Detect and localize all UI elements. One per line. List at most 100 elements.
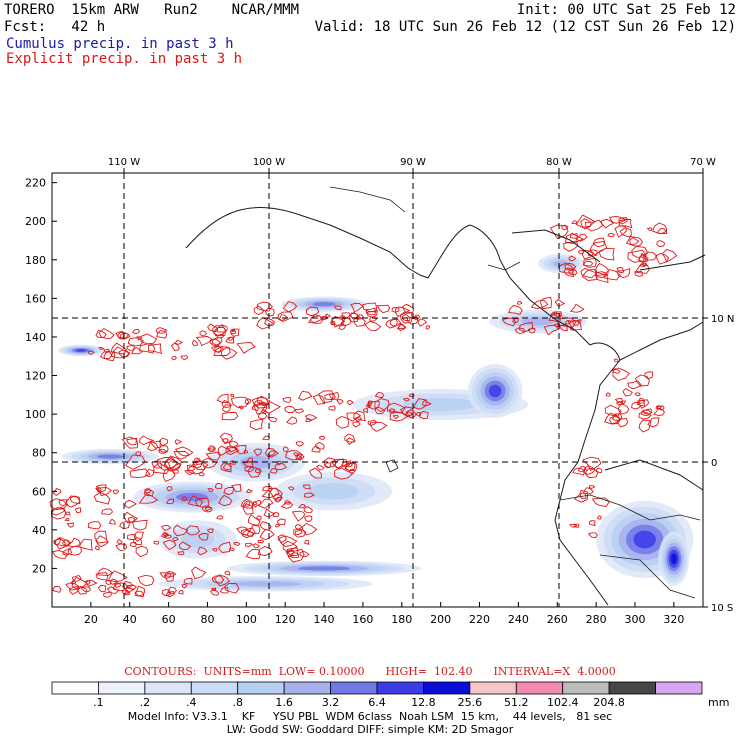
explicit-contour-7 xyxy=(103,591,112,598)
lon-label: 70 W xyxy=(690,157,716,168)
explicit-contour-204 xyxy=(192,460,203,469)
explicit-contour-46 xyxy=(129,541,137,548)
explicit-contour-374 xyxy=(402,313,411,321)
explicit-contour-510 xyxy=(647,417,660,428)
explicit-contour-488 xyxy=(634,392,641,397)
explicit-contour-50 xyxy=(280,501,294,509)
galapagos xyxy=(385,459,399,473)
explicit-contour-48 xyxy=(261,485,273,492)
explicit-contour-313 xyxy=(260,409,267,414)
contours-units: UNITS=mm xyxy=(203,665,272,678)
precip-map: 20 40 60 80 100 120 140 160 180 200 220 240 260 280 30… xyxy=(25,157,734,626)
legend-swatch-3 xyxy=(190,681,239,695)
explicit-contour-371 xyxy=(324,313,331,318)
explicit-contour-446 xyxy=(661,248,678,263)
explicit-contour-470 xyxy=(516,300,523,305)
explicit-contour-44 xyxy=(167,586,177,595)
legend-swatch-10 xyxy=(515,681,564,695)
explicit-contour-39 xyxy=(159,572,172,579)
explicit-contour-148 xyxy=(153,540,160,545)
explicit-contour-522 xyxy=(572,467,586,476)
explicit-contour-496 xyxy=(644,371,653,380)
explicit-contour-159 xyxy=(240,527,256,538)
cumulus-region-0-level-6 xyxy=(75,349,87,352)
explicit-contour-524 xyxy=(579,492,587,499)
explicit-contour-195 xyxy=(253,448,262,457)
lon-label: 110 W xyxy=(108,157,140,168)
explicit-contour-47 xyxy=(115,543,127,552)
explicit-contour-311 xyxy=(297,390,313,401)
y-tick-label: 180 xyxy=(25,254,46,267)
explicit-contour-280 xyxy=(402,397,410,402)
explicit-contour-473 xyxy=(553,323,559,327)
lon-label: 90 W xyxy=(400,157,426,168)
lat-label: 10 S xyxy=(711,603,733,614)
explicit-contour-464 xyxy=(514,327,527,334)
explicit-contour-136 xyxy=(197,546,208,556)
explicit-contour-103 xyxy=(228,547,235,552)
explicit-contour-183 xyxy=(254,468,262,474)
explicit-contour-176 xyxy=(147,440,159,452)
explicit-contour-334 xyxy=(139,343,156,354)
explicit-contour-143 xyxy=(66,522,74,528)
explicit-contour-92 xyxy=(67,545,82,556)
explicit-contour-266 xyxy=(365,404,371,409)
contours-high: HIGH= 102.40 xyxy=(385,665,473,678)
explicit-contour-160 xyxy=(252,499,262,508)
explicit-contour-84 xyxy=(284,500,291,505)
explicit-contour-37 xyxy=(109,578,119,585)
explicit-contour-267 xyxy=(244,398,252,405)
explicit-contour-436 xyxy=(595,262,610,276)
explicit-contour-198 xyxy=(157,448,168,454)
explicit-contour-41 xyxy=(224,582,240,594)
explicit-contour-319 xyxy=(117,330,130,340)
explicit-contour-420 xyxy=(549,224,569,239)
explicit-contour-194 xyxy=(193,457,201,464)
explicit-contour-424 xyxy=(568,269,578,276)
explicit-contour-354 xyxy=(103,351,116,362)
y-tick-label: 40 xyxy=(32,524,46,537)
explicit-contour-42 xyxy=(107,570,128,583)
explicit-contour-53 xyxy=(233,542,241,546)
explicit-contour-279 xyxy=(328,405,336,411)
explicit-contour-372 xyxy=(406,316,419,325)
explicit-contour-109 xyxy=(202,505,213,512)
explicit-contour-149 xyxy=(286,547,299,557)
explicit-contour-302 xyxy=(304,414,318,421)
explicit-contour-93 xyxy=(54,536,72,547)
legend-threshold: 1.6 xyxy=(275,696,293,709)
explicit-contour-509 xyxy=(638,411,652,420)
explicit-contour-146 xyxy=(259,521,272,531)
explicit-contour-238 xyxy=(153,462,170,475)
explicit-contour-310 xyxy=(324,393,336,400)
explicit-contour-179 xyxy=(129,468,151,478)
explicit-contour-121 xyxy=(218,494,233,507)
explicit-contour-296 xyxy=(346,399,354,406)
explicit-contour-286 xyxy=(374,406,386,415)
explicit-contour-64 xyxy=(101,508,114,515)
explicit-contour-75 xyxy=(211,547,218,552)
explicit-contour-212 xyxy=(159,445,169,453)
y-tick-label: 60 xyxy=(32,485,46,498)
x-tick-label: 80 xyxy=(200,613,214,626)
coastline-central-america xyxy=(427,224,591,346)
explicit-contour-391 xyxy=(357,314,365,320)
explicit-contour-406 xyxy=(625,234,640,246)
explicit-contour-397 xyxy=(385,318,398,329)
explicit-contour-421 xyxy=(607,232,616,238)
explicit-contour-117 xyxy=(303,506,314,514)
explicit-contour-479 xyxy=(569,303,585,313)
explicit-contour-144 xyxy=(286,548,305,563)
explicit-contour-486 xyxy=(614,398,624,404)
explicit-contour-244 xyxy=(187,466,196,472)
cumulus-region-1-level-5 xyxy=(97,454,124,459)
explicit-contour-483 xyxy=(567,319,582,331)
explicit-contour-243 xyxy=(247,466,262,478)
explicit-contour-498 xyxy=(605,392,611,397)
explicit-contour-369 xyxy=(376,304,391,314)
explicit-contour-33 xyxy=(122,580,134,590)
cumulus-region-7-level-6 xyxy=(488,384,502,398)
explicit-contour-430 xyxy=(564,262,577,271)
explicit-contour-15 xyxy=(97,567,113,576)
legend-threshold: 102.4 xyxy=(547,696,579,709)
